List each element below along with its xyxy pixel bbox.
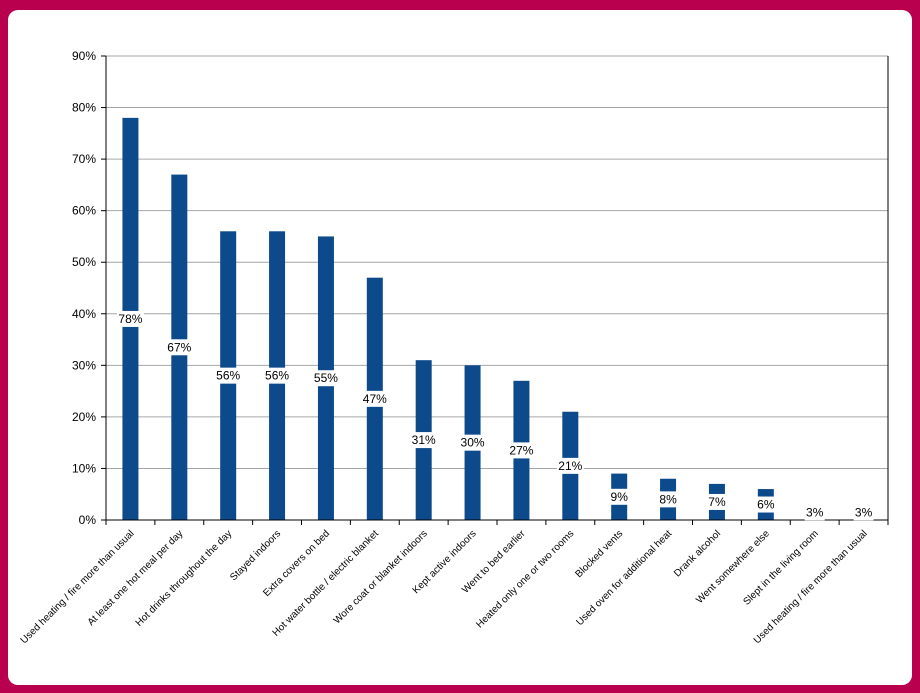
y-tick-label: 60%: [72, 204, 96, 218]
x-category-label: Blocked vents: [574, 528, 626, 580]
data-label-background: [214, 367, 242, 384]
chart-frame: 0% 10% 20% 30% 40% 50% 60% 70% 80% 90% Used heati…: [8, 10, 912, 685]
data-label: 67%: [167, 340, 191, 354]
y-tick-label: 50%: [72, 255, 96, 269]
data-label: 3%: [806, 505, 824, 519]
data-label: 56%: [265, 369, 289, 383]
data-label-background: [312, 370, 340, 387]
bar-chart: 0% 10% 20% 30% 40% 50% 60% 70% 80% 90% Used heati…: [19, 49, 889, 646]
y-tick-labels: 0% 10% 20% 30% 40% 50% 60% 70% 80% 90%: [72, 49, 96, 527]
data-label-background: [410, 432, 438, 449]
data-label-background: [361, 390, 389, 407]
data-label: 8%: [659, 492, 677, 506]
x-category-label: Hot drinks throughout the day: [134, 528, 235, 629]
data-label-background: [263, 367, 291, 384]
bars: [122, 117, 872, 521]
y-tick-label: 0%: [79, 513, 97, 527]
data-label-background: [804, 504, 825, 521]
data-label: 3%: [855, 505, 873, 519]
data-label: 9%: [611, 490, 629, 504]
data-label-background: [556, 457, 584, 474]
y-tick-label: 40%: [72, 307, 96, 321]
x-category-label: Used oven for additional heat: [574, 528, 674, 628]
data-label-background: [706, 493, 727, 510]
x-category-label: Drank alcohol: [672, 528, 723, 579]
data-label: 7%: [708, 495, 726, 509]
data-label: 47%: [363, 392, 387, 406]
y-tick-label: 10%: [72, 461, 96, 475]
y-tick-label: 80%: [72, 101, 96, 115]
data-label-background: [658, 491, 679, 508]
x-category-label: At least one hot meal per day: [86, 528, 186, 628]
data-label: 30%: [461, 436, 485, 450]
gridlines: [106, 55, 888, 469]
data-label: 27%: [509, 443, 533, 457]
data-label: 55%: [314, 371, 338, 385]
data-label-background: [165, 339, 193, 356]
data-label-background: [507, 442, 535, 459]
data-label: 21%: [558, 459, 582, 473]
x-category-label: Hot water bottle / electric blanket: [271, 528, 382, 639]
data-label: 6%: [757, 498, 775, 512]
x-category-label: Stayed indoors: [228, 528, 283, 583]
data-label: 56%: [216, 369, 240, 383]
data-labels: 78% 67% 56% 56% 55% 47% 31% 30% 27% 21% 9% 8% 7% 6% 3%…: [116, 310, 874, 521]
x-category-label: Heated only one or two rooms: [474, 528, 576, 630]
y-tick-label: 90%: [72, 49, 96, 63]
y-tick-label: 20%: [72, 410, 96, 424]
data-label-background: [459, 434, 487, 451]
x-category-label: Wore coat or blanket indoors: [332, 528, 430, 626]
data-label-background: [116, 310, 144, 327]
y-tick-label: 70%: [72, 152, 96, 166]
y-tick-label: 30%: [72, 358, 96, 372]
axes: [101, 55, 889, 525]
data-label: 78%: [118, 312, 142, 326]
data-label-background: [609, 488, 630, 505]
data-label-background: [755, 496, 776, 513]
data-label-background: [853, 504, 874, 521]
data-label: 31%: [412, 433, 436, 447]
